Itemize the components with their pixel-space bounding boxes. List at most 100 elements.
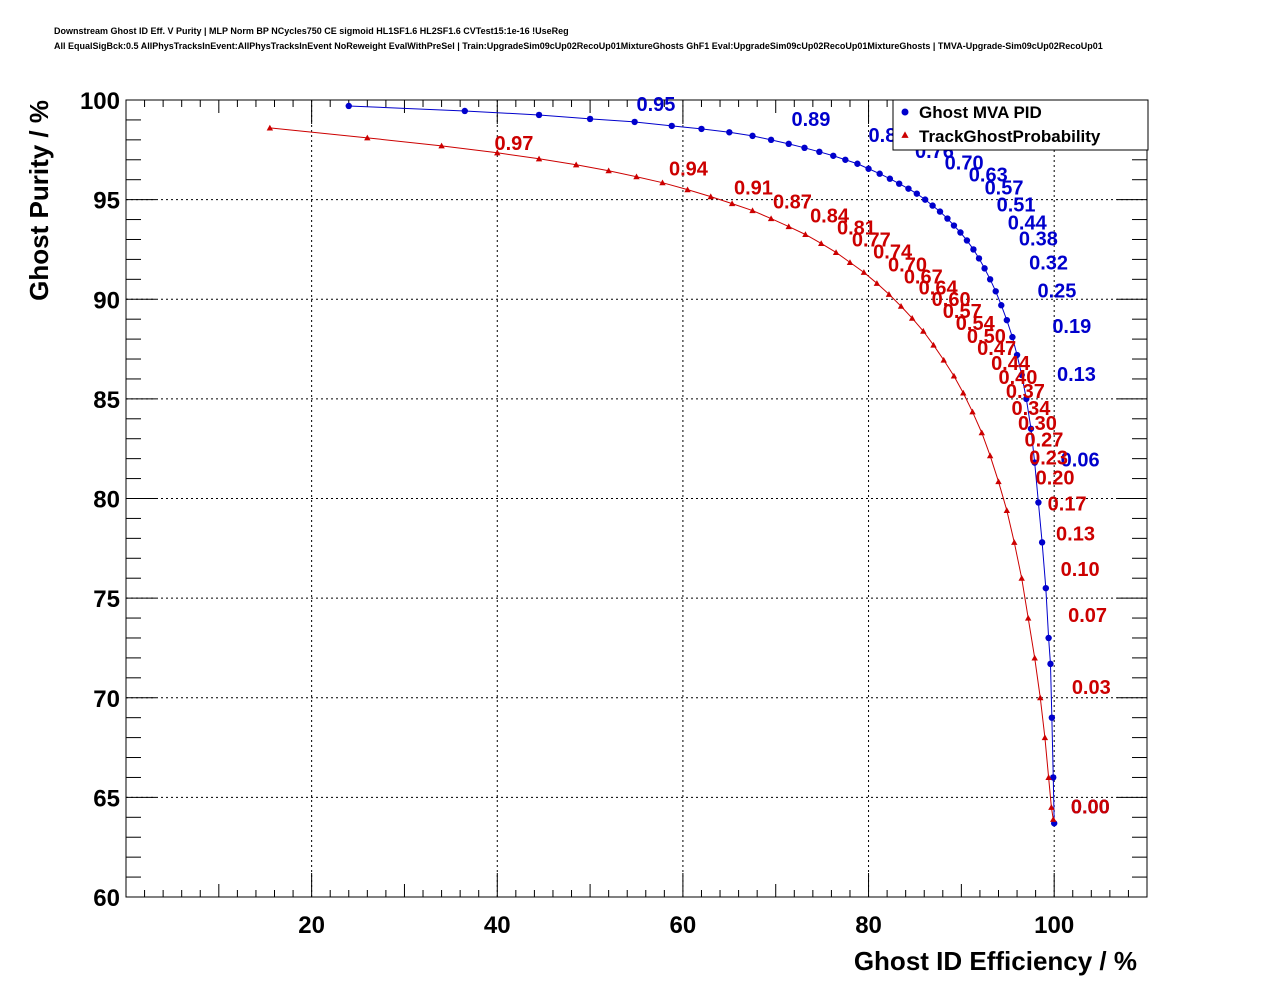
data-point [535, 111, 543, 119]
data-point [897, 303, 905, 309]
threshold-label: 0.19 [1052, 316, 1091, 338]
data-point [438, 142, 445, 149]
data-point [986, 276, 994, 283]
series-track-ghost-probability [266, 124, 1057, 822]
data-point [749, 207, 756, 214]
data-point [1050, 816, 1057, 822]
data-point [633, 173, 640, 180]
x-tick-label: 20 [298, 912, 325, 939]
data-point [767, 136, 775, 144]
data-point [865, 165, 872, 172]
data-point [364, 134, 371, 141]
threshold-label: 0.94 [669, 159, 709, 181]
data-point [1045, 634, 1052, 642]
x-tick-label: 60 [670, 912, 697, 939]
data-point [1031, 459, 1038, 466]
data-point [969, 408, 976, 415]
data-point [908, 314, 916, 321]
threshold-label: 0.63 [969, 165, 1008, 187]
data-point [995, 478, 1002, 485]
data-point [1023, 395, 1030, 403]
data-point [981, 265, 988, 272]
data-point [572, 161, 580, 168]
threshold-label: 0.95 [637, 94, 676, 116]
data-point [944, 215, 951, 222]
threshold-label: 0.47 [977, 338, 1016, 360]
series-line [269, 127, 1054, 820]
threshold-label: 0.57 [985, 178, 1024, 200]
data-point [1045, 774, 1052, 781]
data-point [1042, 584, 1050, 592]
threshold-label: 0.60 [932, 289, 971, 311]
threshold-label: 0.32 [1029, 252, 1068, 274]
data-point [684, 186, 691, 193]
data-point [345, 102, 352, 110]
threshold-label: 0.87 [773, 192, 812, 214]
threshold-label: 0.06 [1061, 450, 1100, 472]
data-point [1047, 660, 1054, 668]
data-point [986, 452, 994, 459]
threshold-label: 0.03 [1072, 677, 1111, 699]
data-point [970, 246, 977, 253]
data-point [1013, 351, 1021, 359]
data-point [707, 193, 714, 200]
ticks-layer: 20 40 60 80 100 60 65 70 75 80 85 90 95 100 [80, 88, 1148, 939]
threshold-label: 0.70 [945, 153, 984, 175]
threshold-label: 0.13 [1057, 364, 1096, 386]
threshold-label: 0.81 [837, 217, 876, 239]
data-point [631, 118, 638, 126]
data-point [586, 115, 594, 123]
x-tick-label: 80 [855, 912, 882, 939]
data-point [1048, 804, 1055, 810]
y-axis-label: Ghost Purity / % [24, 100, 54, 301]
data-point [913, 190, 921, 197]
data-point [960, 389, 967, 396]
threshold-label: 0.54 [956, 313, 996, 335]
legend-marker-ghost-mva-pid [901, 108, 909, 116]
threshold-label: 0.74 [873, 241, 913, 263]
data-point [854, 160, 861, 167]
threshold-label: 0.89 [792, 109, 831, 131]
y-tick-label: 70 [93, 686, 120, 713]
threshold-label: 0.67 [904, 266, 943, 288]
y-tick-label: 90 [93, 287, 120, 314]
data-point [920, 327, 927, 334]
data-point [1031, 654, 1038, 661]
data-point [668, 122, 675, 130]
data-point [801, 144, 808, 152]
threshold-label: 0.44 [1008, 213, 1048, 235]
threshold-label: 0.13 [1056, 523, 1095, 545]
y-tick-label: 60 [93, 885, 120, 912]
threshold-label: 0.17 [1048, 493, 1087, 515]
data-point [929, 202, 936, 209]
data-point [535, 155, 543, 162]
x-tick-label: 100 [1034, 912, 1074, 939]
data-point [461, 107, 468, 115]
threshold-label: 0.77 [852, 229, 891, 251]
threshold-label: 0.10 [1061, 559, 1100, 581]
data-point [1041, 734, 1049, 741]
data-point [950, 222, 958, 229]
threshold-label: 0.84 [810, 206, 850, 228]
data-point [818, 240, 825, 247]
threshold-label: 0.25 [1037, 280, 1076, 302]
data-point [605, 167, 612, 174]
data-point [963, 237, 971, 244]
threshold-label: 0.91 [734, 178, 773, 200]
threshold-label: 0.44 [991, 353, 1031, 375]
threshold-label: 0.23 [1029, 448, 1068, 470]
series-layer [266, 102, 1058, 827]
threshold-label: 0.34 [1011, 398, 1051, 420]
grid-layer [126, 100, 1147, 897]
data-point [728, 200, 736, 207]
data-point [975, 255, 983, 262]
data-point [940, 356, 947, 363]
data-point [1011, 539, 1018, 545]
data-point [830, 152, 837, 159]
data-point [905, 185, 912, 192]
data-point [1024, 614, 1032, 621]
threshold-label: 0.07 [1068, 605, 1107, 627]
legend-label-ghost-mva-pid: Ghost MVA PID [919, 103, 1042, 122]
data-point [1003, 507, 1011, 514]
data-point [1009, 333, 1016, 341]
